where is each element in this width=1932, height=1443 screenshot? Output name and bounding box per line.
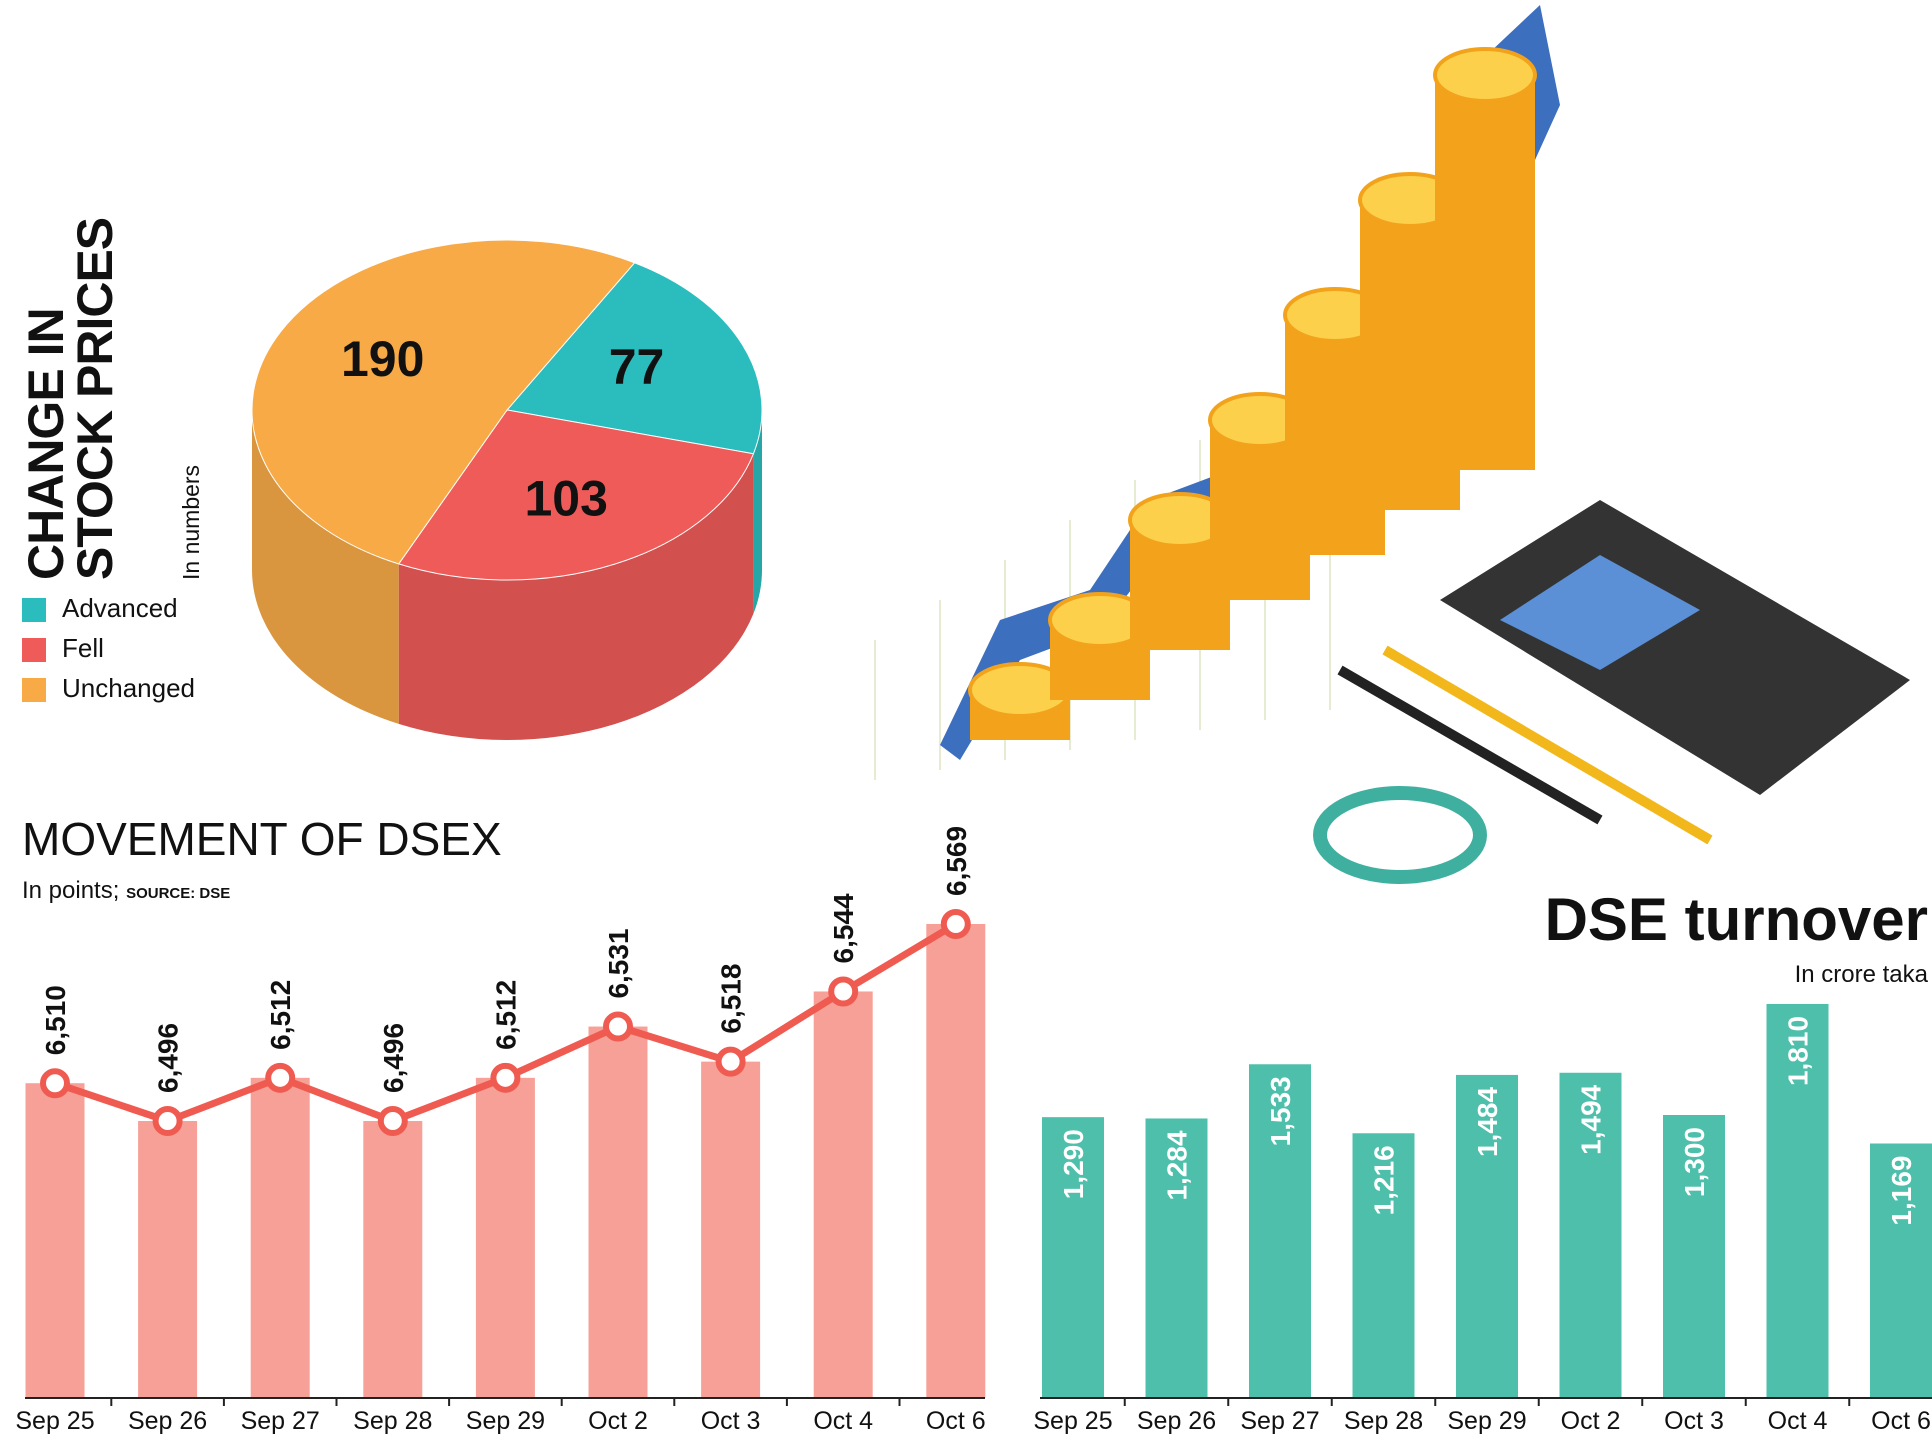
marker: [152, 1106, 183, 1136]
x-tick-label: Sep 28: [1344, 1407, 1423, 1435]
value-label: 6,569: [941, 826, 972, 896]
value-label: 1,810: [1783, 1016, 1814, 1086]
x-tick-label: Sep 28: [353, 1407, 432, 1435]
slice-label: 103: [524, 471, 607, 527]
slice-label: 77: [609, 339, 665, 395]
source: SOURCE: DSE: [126, 885, 230, 902]
value-label: 1,169: [1886, 1156, 1917, 1226]
subtitle: In points;: [22, 877, 119, 904]
x-tick-label: Oct 6: [1871, 1407, 1931, 1435]
line-title: MOVEMENT OF DSEX: [22, 813, 502, 865]
x-tick-label: Oct 6: [926, 1407, 986, 1435]
deco-calculator: [1440, 500, 1910, 795]
x-tick-label: Sep 29: [466, 1407, 545, 1435]
deco-coin-top: [1433, 47, 1537, 103]
x-tick-label: Oct 2: [1561, 1407, 1621, 1435]
marker: [265, 1062, 296, 1093]
bar: [25, 1083, 85, 1398]
value-label: 1,290: [1058, 1129, 1089, 1199]
bar: [1663, 1114, 1725, 1398]
bar: [1456, 1074, 1518, 1398]
legend-swatch: [22, 638, 46, 662]
marker: [603, 1011, 633, 1042]
pie-slice: [397, 409, 755, 581]
pie-slice: [506, 262, 763, 455]
value-label: 6,512: [490, 980, 521, 1050]
legend-label: Fell: [62, 633, 104, 663]
line-subtitle: In points; SOURCE: DSE: [22, 877, 230, 904]
slice-side: [398, 453, 754, 740]
legend-swatch: [22, 678, 46, 702]
bar: [250, 1077, 310, 1398]
value-label: 1,533: [1265, 1076, 1296, 1146]
value-label: 1,484: [1472, 1087, 1503, 1157]
value-label: 6,544: [828, 893, 859, 963]
value-label: 6,518: [716, 964, 747, 1034]
slice-side: [753, 410, 762, 614]
value-label: 1,494: [1576, 1084, 1607, 1154]
value-label: 6,510: [40, 985, 71, 1055]
x-tick-label: Oct 3: [701, 1407, 761, 1435]
slice-label: 190: [341, 331, 424, 387]
deco-pen: [1337, 665, 1603, 825]
x-tick-label: Sep 27: [1240, 1407, 1319, 1435]
x-tick-label: Sep 26: [1137, 1407, 1216, 1435]
bar: [926, 924, 986, 1398]
bar: [475, 1077, 535, 1398]
value-label: 1,284: [1162, 1130, 1193, 1200]
value-label: 6,512: [265, 980, 296, 1050]
marker: [828, 976, 859, 1007]
x-tick-label: Sep 27: [241, 1407, 320, 1435]
legend-label: Advanced: [62, 593, 178, 623]
deco-screen: [1500, 555, 1700, 670]
illustration: [874, 5, 1910, 884]
bar: [1870, 1143, 1932, 1398]
bar: [363, 1121, 423, 1398]
x-tick-label: Oct 3: [1664, 1407, 1724, 1435]
x-tick-label: Sep 25: [1033, 1407, 1112, 1435]
deco-pencil: [1382, 645, 1713, 845]
x-tick-label: Oct 4: [813, 1407, 873, 1435]
bar: [1249, 1064, 1311, 1398]
bar: [1559, 1072, 1622, 1398]
legend-label: Unchanged: [62, 673, 195, 703]
bar-title: DSE turnover: [1545, 886, 1928, 953]
deco-ring: [1313, 786, 1487, 884]
pie-slice: [251, 239, 636, 565]
x-tick-label: Sep 29: [1447, 1407, 1526, 1435]
pie-title: CHANGE IN STOCK PRICES: [18, 217, 123, 580]
marker: [715, 1046, 746, 1077]
bar: [813, 991, 873, 1398]
value-label: 1,300: [1679, 1127, 1710, 1197]
marker: [377, 1106, 408, 1136]
value-label: 6,496: [378, 1023, 409, 1093]
x-tick-label: Oct 2: [588, 1407, 648, 1435]
bar: [138, 1121, 198, 1398]
marker: [940, 909, 971, 939]
slice-side: [251, 410, 399, 724]
x-tick-label: Oct 4: [1768, 1407, 1828, 1435]
bar: [1766, 1003, 1829, 1398]
marker: [490, 1062, 521, 1093]
bar: [1352, 1133, 1415, 1398]
value-label: 6,531: [603, 928, 634, 998]
marker: [40, 1068, 70, 1099]
value-label: 6,496: [153, 1023, 184, 1093]
bar: [1145, 1118, 1208, 1398]
bar: [701, 1061, 761, 1398]
value-label: 1,216: [1369, 1145, 1400, 1215]
x-tick-label: Sep 25: [15, 1407, 94, 1435]
legend-swatch: [22, 598, 46, 622]
pie-subtitle: In numbers: [178, 464, 204, 580]
deco-coins: [1435, 75, 1535, 470]
bar: [1042, 1117, 1104, 1398]
bar: [588, 1026, 648, 1398]
x-tick-label: Sep 26: [128, 1407, 207, 1435]
bar-subtitle: In crore taka: [1795, 961, 1929, 988]
